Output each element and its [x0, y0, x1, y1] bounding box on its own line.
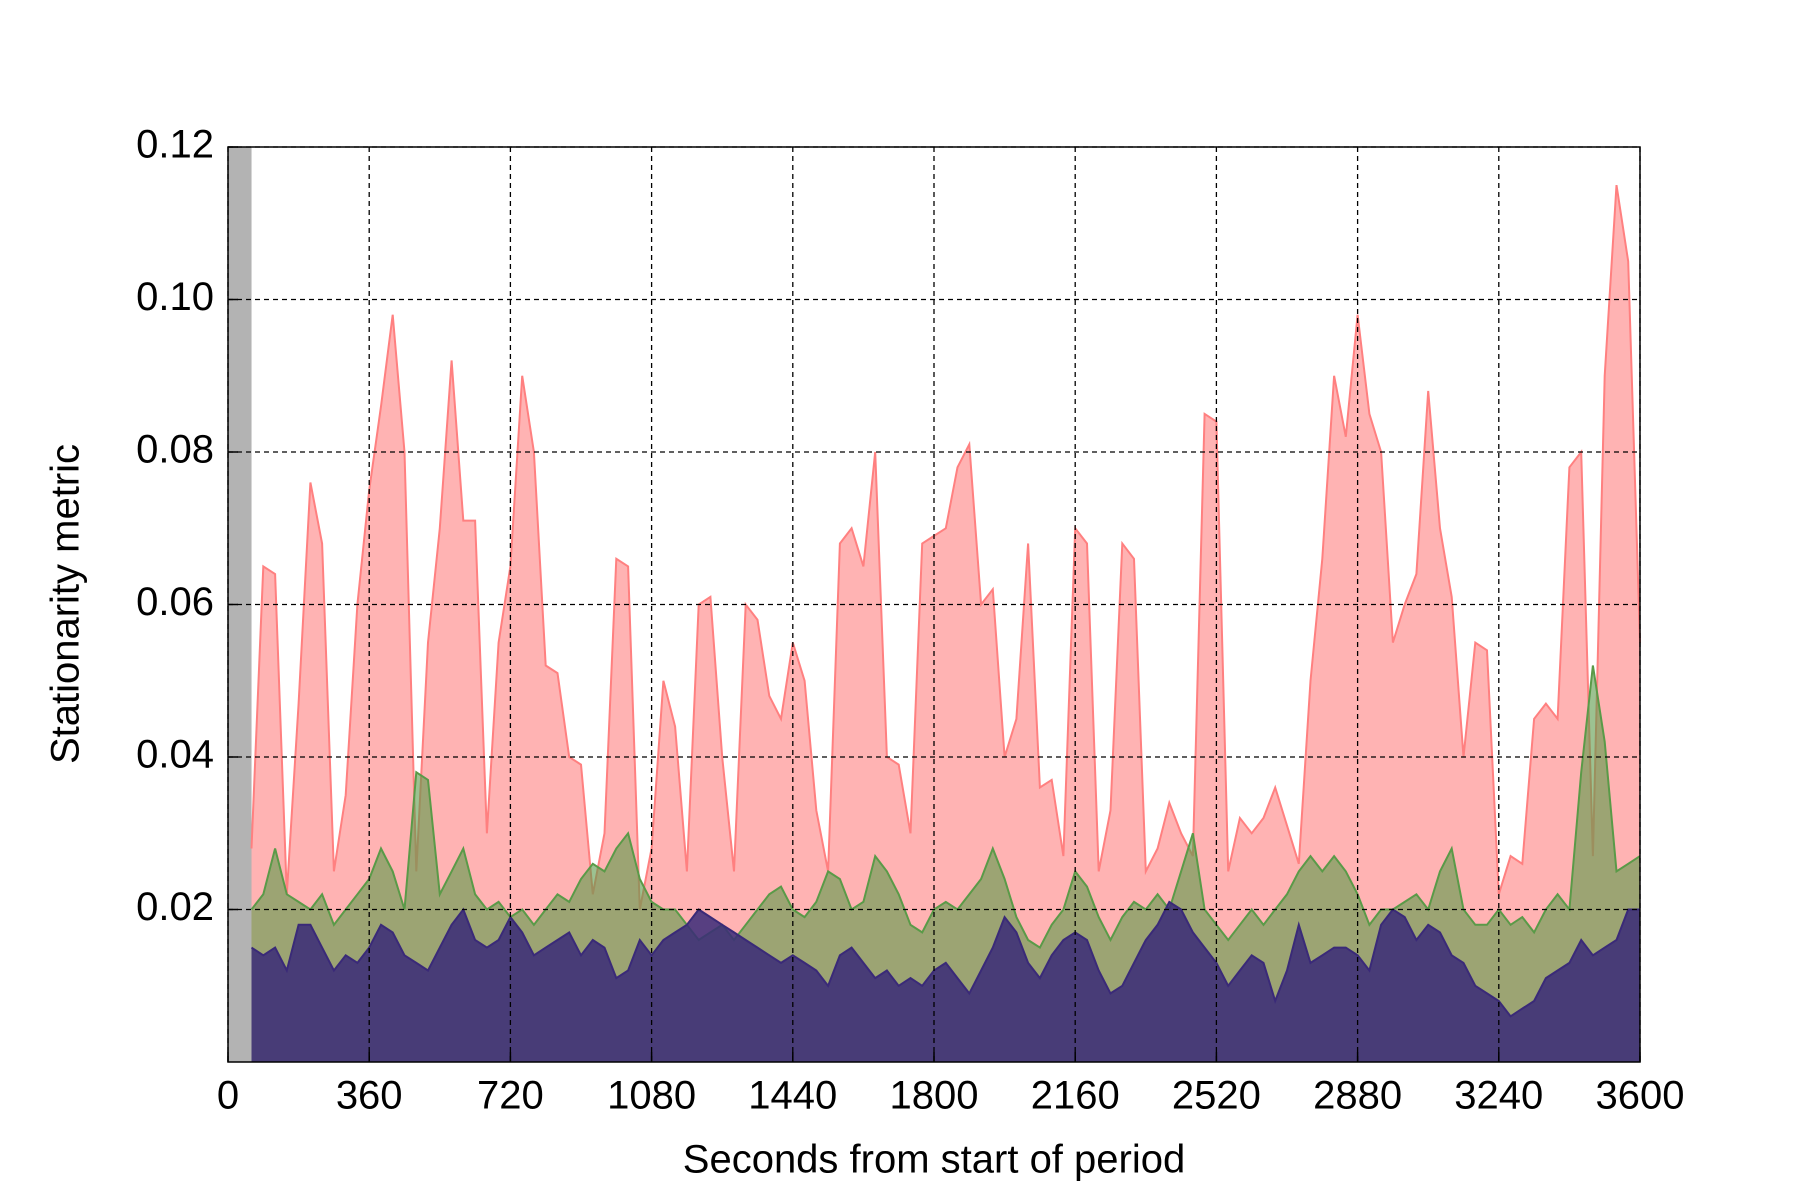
x-tick-label: 3240 [1454, 1074, 1543, 1118]
y-tick-label: 0.12 [136, 123, 214, 167]
x-tick-label: 2520 [1172, 1074, 1261, 1118]
y-tick-label: 0.02 [136, 885, 214, 929]
area-fill [251, 185, 1640, 1063]
x-tick-label: 1080 [607, 1074, 696, 1118]
x-tick-label: 2160 [1031, 1074, 1120, 1118]
y-tick-label: 0.06 [136, 580, 214, 624]
y-axis-label: Stationarity metric [44, 444, 88, 764]
x-tick-label: 2880 [1313, 1074, 1402, 1118]
x-tick-label: 0 [217, 1074, 239, 1118]
series-line [250, 900, 1640, 1018]
series-line [250, 184, 1641, 910]
y-tick-label: 0.10 [136, 275, 214, 319]
series-line [250, 665, 1641, 950]
y-tick-label: 0.08 [136, 428, 214, 472]
area-fill [251, 901, 1640, 1062]
plot-frame [227, 146, 1641, 1063]
x-axis-label: Seconds from start of period [683, 1138, 1185, 1182]
x-tick-label: 1800 [890, 1074, 979, 1118]
x-tick-label: 360 [336, 1074, 403, 1118]
x-tick-label: 1440 [748, 1074, 837, 1118]
y-tick-label: 0.04 [136, 733, 214, 777]
x-tick-label: 720 [477, 1074, 544, 1118]
x-tick-label: 3600 [1596, 1074, 1685, 1118]
